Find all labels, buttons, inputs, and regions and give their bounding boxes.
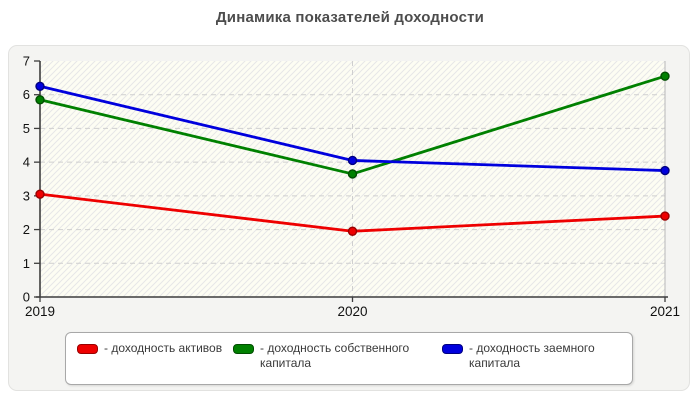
svg-text:6: 6: [23, 87, 30, 102]
svg-text:4: 4: [23, 155, 30, 170]
legend-label: - доходность активов: [104, 341, 223, 355]
legend-swatch-icon: [442, 344, 463, 354]
svg-text:0: 0: [23, 290, 30, 305]
svg-text:3: 3: [23, 188, 30, 203]
legend-item: - доходность заемного капитала: [442, 341, 611, 370]
legend-swatch-icon: [77, 344, 98, 354]
legend-item: - доходность активов: [77, 341, 223, 356]
legend-label: - доходность заемного капитала: [469, 341, 595, 370]
legend-label: - доходность собственного капитала: [260, 341, 410, 370]
svg-text:7: 7: [23, 54, 30, 69]
svg-text:2021: 2021: [650, 304, 680, 319]
legend-item: - доходность собственного капитала: [233, 341, 432, 370]
svg-text:1: 1: [23, 256, 30, 271]
svg-text:5: 5: [23, 121, 30, 136]
svg-text:2019: 2019: [25, 304, 55, 319]
svg-text:2020: 2020: [337, 304, 367, 319]
legend: - доходность активов - доходность собстве…: [65, 332, 633, 385]
svg-text:2: 2: [23, 222, 30, 237]
legend-swatch-icon: [233, 344, 254, 354]
chart-title: Динамика показателей доходности: [215, 9, 485, 26]
